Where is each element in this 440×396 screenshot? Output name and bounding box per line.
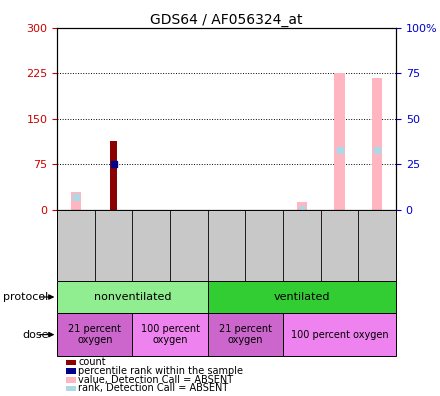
Text: ventilated: ventilated [274,292,330,302]
Bar [208,281,396,313]
Text: 21 percent
oxygen: 21 percent oxygen [68,324,121,345]
Bar [71,192,81,210]
Text: 100 percent oxygen: 100 percent oxygen [291,329,389,340]
Bar [110,141,117,210]
Bar [297,202,307,210]
Title: GDS64 / AF056324_at: GDS64 / AF056324_at [150,13,303,27]
Bar [57,281,208,313]
Bar [208,313,283,356]
Text: dose: dose [22,329,48,340]
Text: count: count [78,357,106,367]
Bar [372,78,382,210]
Text: 100 percent
oxygen: 100 percent oxygen [141,324,200,345]
Text: 21 percent
oxygen: 21 percent oxygen [219,324,272,345]
Text: nonventilated: nonventilated [94,292,171,302]
Bar [334,73,345,210]
Bar [57,313,132,356]
Text: protocol: protocol [3,292,48,302]
Bar [283,313,396,356]
Text: rank, Detection Call = ABSENT: rank, Detection Call = ABSENT [78,383,228,394]
Text: value, Detection Call = ABSENT: value, Detection Call = ABSENT [78,375,234,385]
Text: percentile rank within the sample: percentile rank within the sample [78,366,243,376]
Bar [132,313,208,356]
